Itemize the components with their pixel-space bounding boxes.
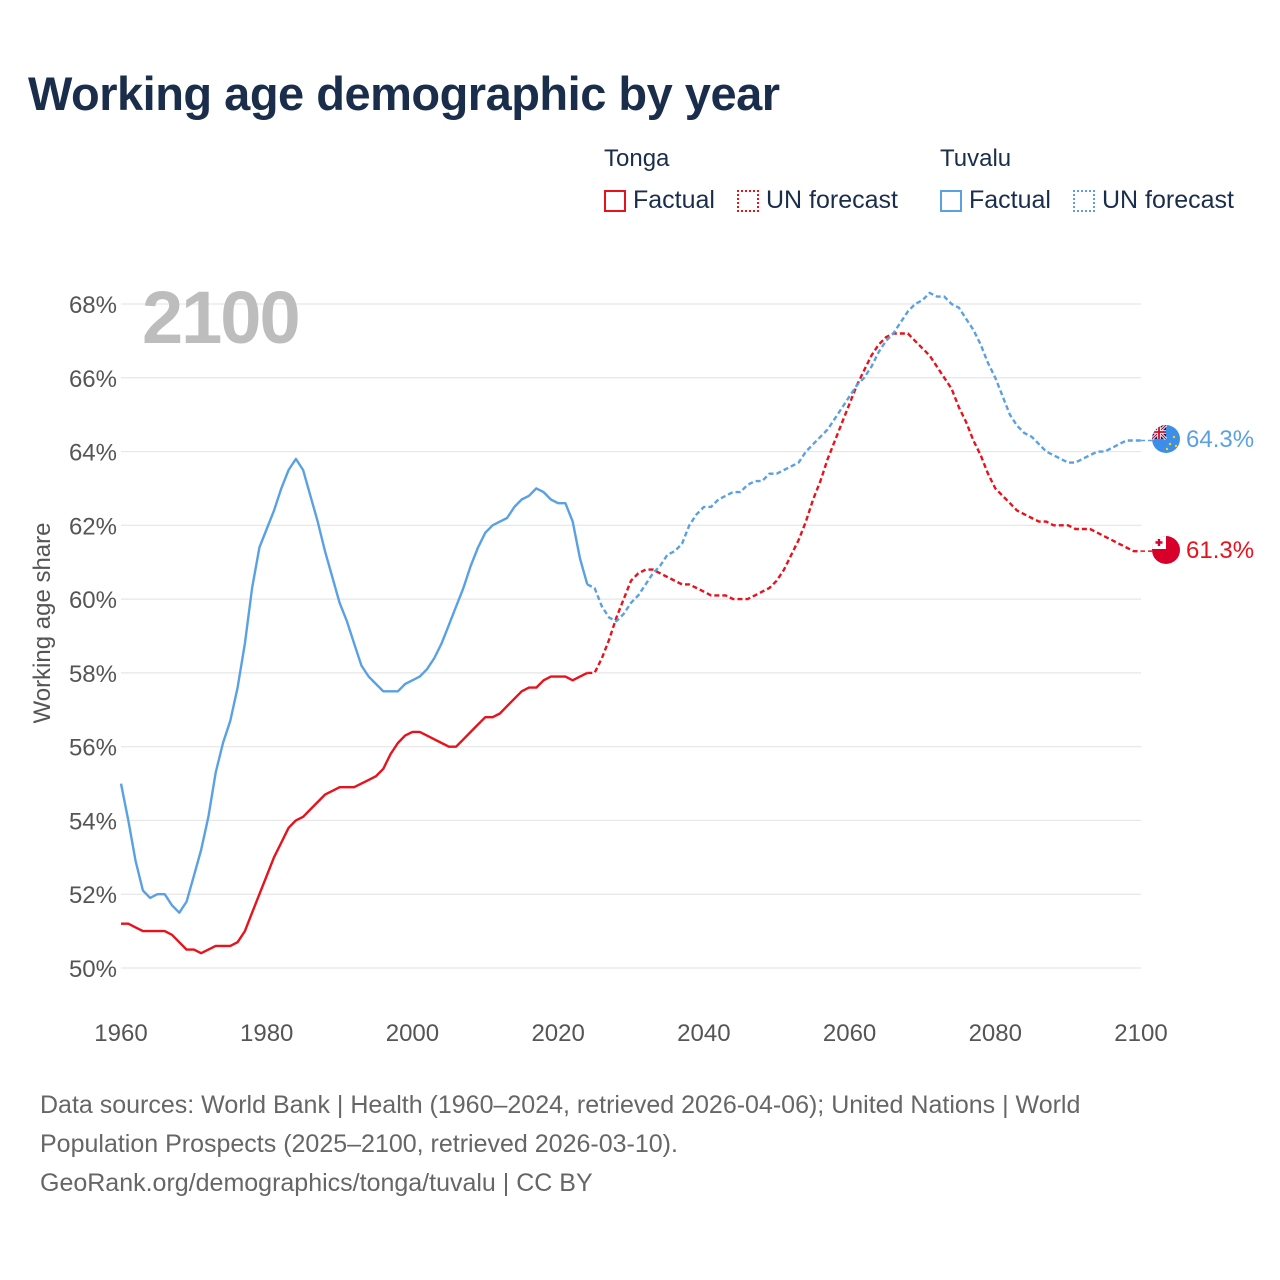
- x-tick-label: 2000: [386, 1020, 439, 1047]
- legend-label: UN forecast: [766, 186, 898, 214]
- end-label-tonga: 61.3%: [1186, 537, 1254, 564]
- legend-group-tonga: Tonga: [604, 145, 670, 172]
- footer-line: GeoRank.org/demographics/tonga/tuvalu | …: [40, 1169, 593, 1197]
- x-tick-label: 2080: [969, 1020, 1022, 1047]
- y-tick-label: 54%: [69, 808, 117, 835]
- legend-label: Factual: [969, 186, 1051, 214]
- legend-label: Factual: [633, 186, 715, 214]
- y-tick-label: 58%: [69, 661, 117, 688]
- x-tick-label: 2060: [823, 1020, 876, 1047]
- legend-label: UN forecast: [1102, 186, 1234, 214]
- y-tick-label: 64%: [69, 440, 117, 467]
- x-tick-label: 2100: [1114, 1020, 1167, 1047]
- y-axis-ticks: 50% 52% 54% 56% 58% 60% 62% 64% 66% 68%: [69, 292, 117, 983]
- series-line-factual-tuvalu: [119, 457, 589, 914]
- legend-tonga-factual[interactable]: Factual: [604, 186, 715, 215]
- x-tick-label: 1980: [240, 1020, 293, 1047]
- x-tick-label: 1960: [94, 1020, 147, 1047]
- gridlines: [121, 303, 1141, 969]
- x-axis-ticks: 1960 1980 2000 2020 2040 2060 2080 2100: [94, 1020, 1167, 1047]
- chart-title: Working age demographic by year: [28, 67, 780, 120]
- series-line-factual-tonga: [121, 671, 588, 955]
- footer-line: Data sources: World Bank | Health (1960–…: [40, 1091, 1081, 1119]
- legend-swatch-dotted: [737, 189, 759, 212]
- y-axis-label: Working age share: [29, 523, 56, 724]
- y-tick-label: 50%: [69, 956, 117, 983]
- y-tick-label: 68%: [69, 292, 117, 319]
- legend-swatch-solid: [940, 189, 962, 212]
- end-label-tuvalu: 64.3%: [1186, 426, 1254, 453]
- series-line-forecast-tuvalu: [586, 291, 1141, 623]
- y-tick-label: 56%: [69, 735, 117, 762]
- x-tick-label: 2040: [677, 1020, 730, 1047]
- y-tick-label: 60%: [69, 587, 117, 614]
- y-tick-label: 66%: [69, 366, 117, 393]
- legend-tuvalu-factual[interactable]: Factual: [940, 186, 1051, 215]
- legend-swatch-solid: [604, 189, 626, 212]
- series-line-forecast-tonga: [587, 332, 1141, 675]
- line-chart: 50% 52% 54% 56% 58% 60% 62% 64% 66% 68% 1960 1980 2…: [29, 276, 1254, 1047]
- y-tick-label: 52%: [69, 882, 117, 909]
- year-watermark: 2100: [142, 276, 299, 359]
- legend-swatch-dotted: [1073, 189, 1095, 212]
- x-tick-label: 2020: [531, 1020, 584, 1047]
- footer-sources: Data sources: World Bank | Health (1960–…: [40, 1086, 1240, 1203]
- footer-line: Population Prospects (2025–2100, retriev…: [40, 1130, 678, 1158]
- series-layer: [119, 291, 1152, 955]
- legend-tonga-forecast[interactable]: UN forecast: [737, 186, 898, 215]
- tonga-flag-icon: [1152, 536, 1180, 564]
- legend-group-tuvalu: Tuvalu: [940, 145, 1012, 172]
- legend-tuvalu-forecast[interactable]: UN forecast: [1073, 186, 1234, 215]
- y-tick-label: 62%: [69, 513, 117, 540]
- tuvalu-flag-icon: [1152, 425, 1180, 453]
